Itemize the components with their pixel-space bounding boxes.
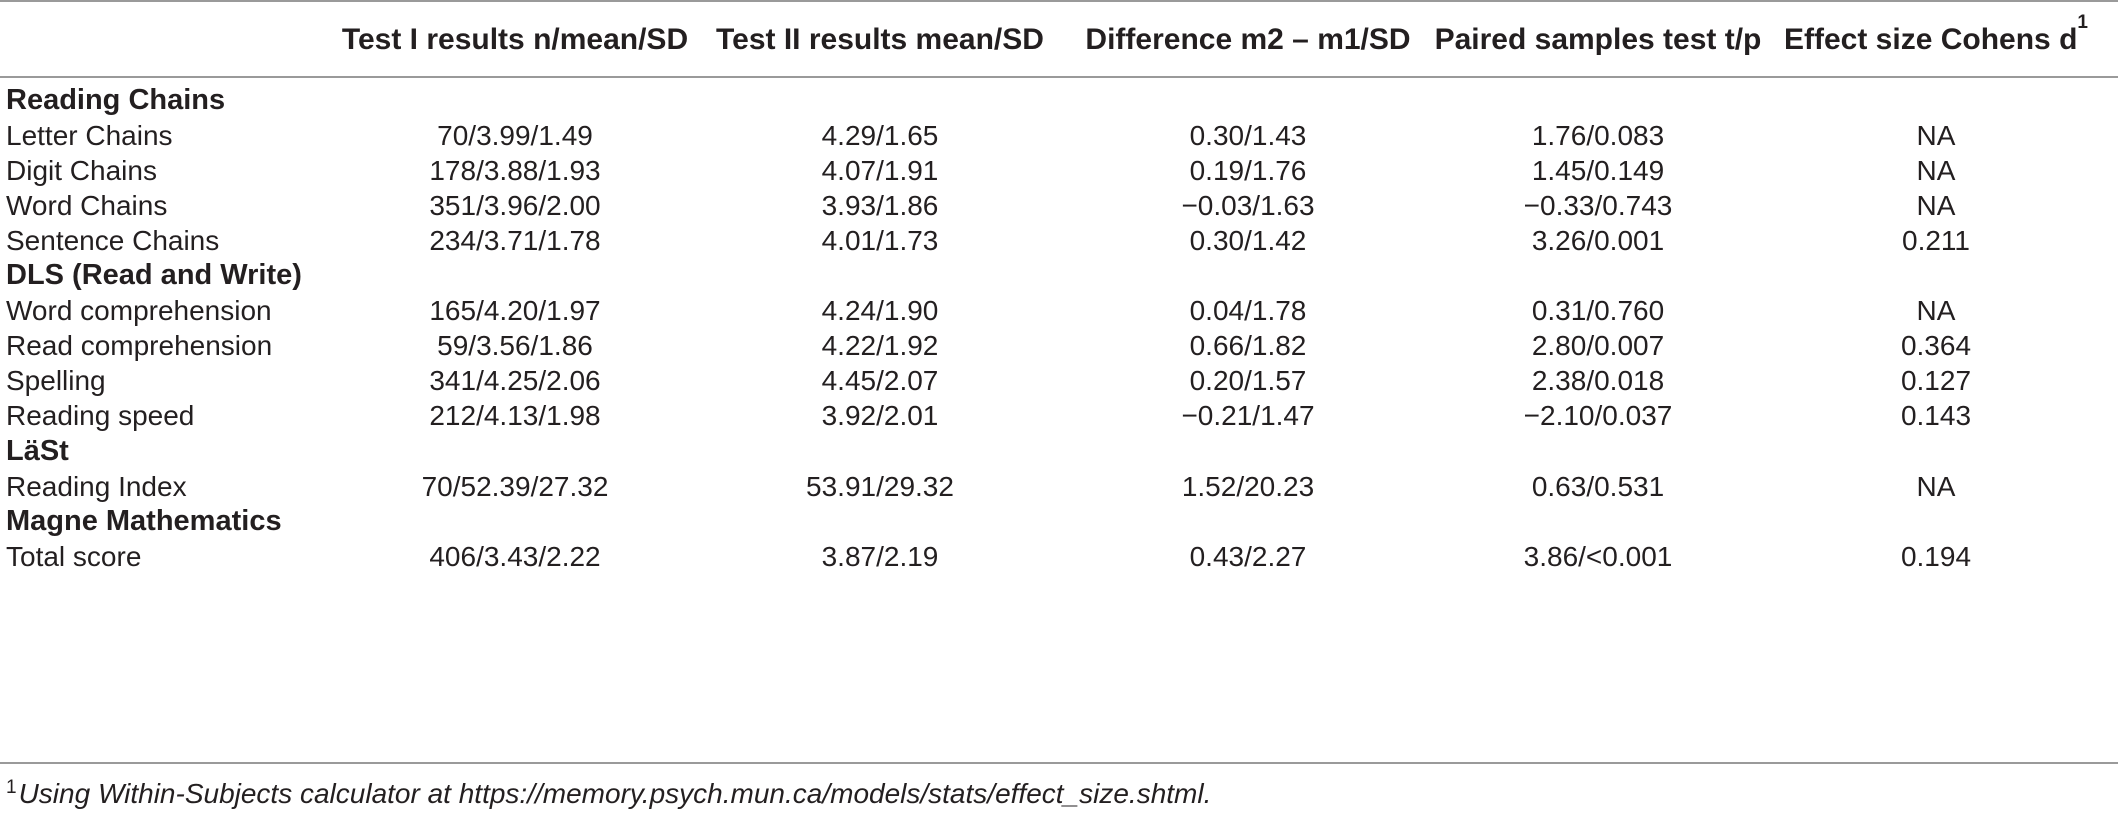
row-label: Word Chains: [6, 190, 168, 222]
table-row: Reading Index 70/52.39/27.32 53.91/29.32 1.…: [0, 463, 2118, 510]
table-row: Read comprehension 59/3.56/1.86 4.22/1.92 0…: [0, 322, 2118, 369]
cell-test-1: 351/3.96/2.00: [429, 190, 601, 222]
table-bottom-rule: [0, 762, 2118, 764]
footnote-text: Using Within-Subjects calculator at http…: [18, 778, 1212, 809]
cell-test-1: 70/52.39/27.32: [421, 470, 609, 502]
header-test-2: Test II results mean/SD: [716, 23, 1044, 56]
cell-test-2: 4.24/1.90: [821, 295, 939, 327]
row-label: Reading speed: [6, 400, 195, 432]
row-label: Spelling: [6, 365, 106, 397]
section-header-row: Reading Chains: [0, 77, 2118, 124]
cell-paired-test: 3.86/<0.001: [1523, 540, 1673, 572]
table-row: Word comprehension 165/4.20/1.97 4.24/1.90…: [0, 287, 2118, 334]
cell-effect-size: 0.194: [1900, 540, 1972, 572]
header-paired-test: Paired samples test t/p: [1434, 23, 1762, 56]
section-title: DLS (Read and Write): [6, 259, 302, 292]
table-row: Reading speed 212/4.13/1.98 3.92/2.01 −0.21…: [0, 392, 2118, 439]
cell-paired-test: 1.76/0.083: [1531, 120, 1665, 152]
cell-paired-test: 2.38/0.018: [1531, 365, 1665, 397]
cell-test-1: 70/3.99/1.49: [437, 120, 593, 152]
row-label: Total score: [6, 540, 142, 572]
row-label: Reading Index: [6, 470, 187, 502]
footnote-marker: 1: [6, 777, 17, 798]
cell-test-2: 4.01/1.73: [821, 225, 939, 257]
header-effect-size-footnote-marker: 1: [2077, 12, 2088, 33]
table-row: Spelling 341/4.25/2.06 4.45/2.07 0.20/1.57 2…: [0, 357, 2118, 404]
cell-test-2: 53.91/29.32: [806, 470, 954, 502]
cell-paired-test: 3.26/0.001: [1531, 225, 1665, 257]
header-effect-size: Effect size Cohens d1: [1760, 0, 2112, 76]
cell-test-1: 234/3.71/1.78: [429, 225, 601, 257]
cell-test-1: 59/3.56/1.86: [437, 330, 593, 362]
cell-paired-test: 0.31/0.760: [1531, 295, 1665, 327]
table-footnote: 1Using Within-Subjects calculator at htt…: [6, 774, 1211, 814]
cell-test-1: 178/3.88/1.93: [429, 155, 601, 187]
cell-difference: 0.04/1.78: [1189, 295, 1307, 327]
cell-test-2: 4.45/2.07: [821, 365, 939, 397]
table-row: Total score 406/3.43/2.22 3.87/2.19 0.43/2.…: [0, 533, 2118, 580]
cell-paired-test: 1.45/0.149: [1531, 155, 1665, 187]
cell-effect-size: NA: [1916, 470, 1956, 502]
cell-difference: −0.03/1.63: [1181, 190, 1315, 222]
cell-test-2: 3.92/2.01: [821, 400, 939, 432]
cell-test-2: 3.87/2.19: [821, 540, 939, 572]
cell-test-2: 4.07/1.91: [821, 155, 939, 187]
row-label: Letter Chains: [6, 120, 173, 152]
section-header-row: LäSt: [0, 428, 2118, 475]
cell-difference: 0.30/1.42: [1189, 225, 1307, 257]
cell-difference: 0.30/1.43: [1189, 120, 1307, 152]
section-title: Reading Chains: [6, 84, 226, 116]
row-label: Read comprehension: [6, 330, 273, 362]
cell-paired-test: −2.10/0.037: [1523, 400, 1673, 432]
cell-effect-size: 0.127: [1900, 365, 1972, 397]
cell-difference: 1.52/20.23: [1181, 470, 1315, 502]
row-label: Sentence Chains: [6, 225, 220, 257]
table-header-row: Test I results n/mean/SD Test II results…: [0, 0, 2118, 76]
cell-effect-size: NA: [1916, 190, 1956, 222]
row-label: Digit Chains: [6, 155, 157, 187]
cell-test-2: 4.22/1.92: [821, 330, 939, 362]
cell-paired-test: 0.63/0.531: [1531, 470, 1665, 502]
cell-difference: 0.20/1.57: [1189, 365, 1307, 397]
cell-effect-size: 0.211: [1902, 225, 1970, 257]
header-effect-size-label: Effect size Cohens d: [1784, 23, 2078, 56]
cell-difference: 0.19/1.76: [1189, 155, 1307, 187]
table-row: Letter Chains 70/3.99/1.49 4.29/1.65 0.30/1…: [0, 112, 2118, 159]
section-title: Magne Mathematics: [6, 504, 282, 537]
cell-test-2: 3.93/1.86: [821, 190, 939, 222]
section-header-row: Magne Mathematics: [0, 498, 2118, 545]
cell-effect-size: 0.364: [1900, 330, 1972, 362]
section-header-row: DLS (Read and Write): [0, 252, 2118, 299]
section-title: LäSt: [6, 434, 69, 467]
row-label: Word comprehension: [6, 295, 272, 327]
cell-effect-size: 0.143: [1900, 400, 1972, 432]
cell-test-1: 406/3.43/2.22: [429, 540, 601, 572]
cell-effect-size: NA: [1916, 120, 1956, 152]
cell-effect-size: NA: [1916, 155, 1956, 187]
cell-difference: −0.21/1.47: [1181, 400, 1315, 432]
table-row: Digit Chains 178/3.88/1.93 4.07/1.91 0.19/1…: [0, 147, 2118, 194]
table-row: Word Chains 351/3.96/2.00 3.93/1.86 −0.03/1…: [0, 182, 2118, 229]
cell-difference: 0.66/1.82: [1189, 330, 1307, 362]
cell-paired-test: −0.33/0.743: [1523, 190, 1673, 222]
cell-test-1: 212/4.13/1.98: [429, 400, 601, 432]
cell-effect-size: NA: [1916, 295, 1956, 327]
cell-test-1: 341/4.25/2.06: [429, 365, 601, 397]
cell-paired-test: 2.80/0.007: [1531, 330, 1665, 362]
cell-difference: 0.43/2.27: [1189, 540, 1307, 572]
table-header-rule: [0, 76, 2118, 78]
header-test-1: Test I results n/mean/SD: [341, 23, 689, 56]
table-row: Sentence Chains 234/3.71/1.78 4.01/1.73 0.3…: [0, 217, 2118, 264]
cell-test-2: 4.29/1.65: [821, 120, 939, 152]
cell-test-1: 165/4.20/1.97: [429, 295, 601, 327]
header-difference: Difference m2 – m1/SD: [1085, 23, 1411, 56]
table-top-rule: [0, 0, 2118, 2]
